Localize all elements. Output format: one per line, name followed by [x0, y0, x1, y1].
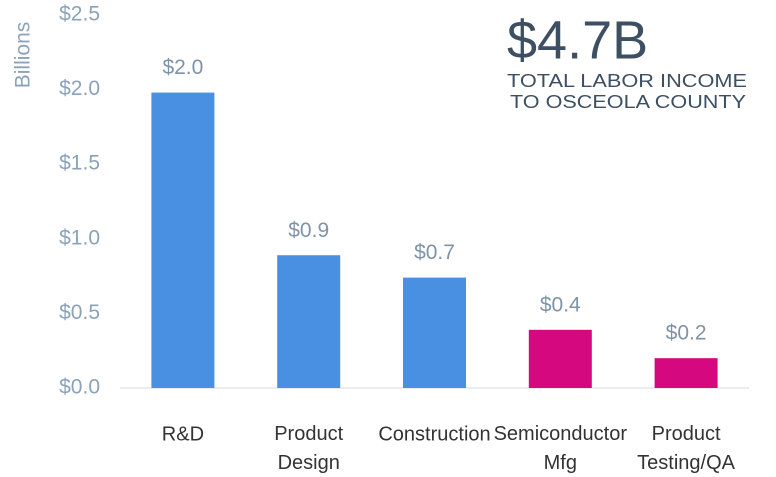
x-tick-label: Semiconductor Mfg: [494, 423, 628, 474]
y-tick-label: $1.5: [59, 152, 100, 175]
value-label: $0.4: [540, 293, 581, 316]
x-tick-label-line: Design: [278, 452, 340, 474]
value-label: $0.2: [666, 322, 707, 345]
value-label: $0.7: [414, 241, 455, 264]
bar: [654, 358, 718, 388]
bar: [403, 277, 466, 388]
y-tick-label: $0.5: [59, 301, 100, 324]
bar: [151, 92, 215, 389]
headline: $4.7B: [507, 10, 648, 70]
value-label: $2.0: [162, 56, 203, 79]
value-label: $0.9: [288, 219, 329, 242]
y-tick-label: $2.0: [59, 77, 100, 100]
y-tick-label: $2.5: [59, 3, 100, 26]
y-axis-label: Billions: [12, 22, 35, 89]
y-tick-label: $0.0: [59, 376, 100, 399]
annotation-line: TO OSCEOLA COUNTY: [510, 92, 746, 112]
annotation-line: TOTAL LABOR INCOME: [507, 71, 747, 91]
bar: [528, 329, 592, 388]
x-tick-label-line: Product: [274, 423, 343, 445]
x-tick-label: Product Design: [274, 423, 343, 474]
x-tick-label: Construction: [378, 423, 490, 445]
x-tick-label-line: Mfg: [544, 452, 577, 474]
x-tick-label: Product Testing/QA: [637, 423, 735, 474]
bar: [277, 255, 341, 388]
x-tick-label-line: Product: [652, 423, 721, 445]
x-tick-label-line: Semiconductor: [494, 423, 628, 445]
y-tick-label: $1.0: [59, 226, 100, 249]
x-tick-label-line: Testing/QA: [637, 452, 735, 474]
x-tick-label: R&D: [162, 423, 204, 445]
